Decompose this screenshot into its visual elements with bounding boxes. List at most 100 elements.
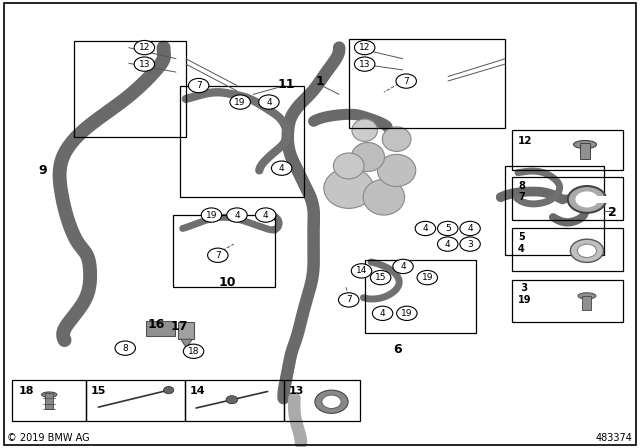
Ellipse shape <box>333 153 364 179</box>
Bar <box>184 380 284 421</box>
Circle shape <box>322 395 341 409</box>
Circle shape <box>230 95 250 109</box>
Circle shape <box>183 344 204 358</box>
Circle shape <box>227 208 247 222</box>
Text: 2: 2 <box>608 207 617 220</box>
Text: 8
7: 8 7 <box>518 181 525 202</box>
Circle shape <box>315 390 348 414</box>
Text: 11: 11 <box>278 78 296 91</box>
Circle shape <box>259 95 279 109</box>
Bar <box>45 393 53 409</box>
Circle shape <box>396 74 417 88</box>
Text: 12: 12 <box>139 43 150 52</box>
Circle shape <box>371 271 391 285</box>
Ellipse shape <box>578 293 596 299</box>
Circle shape <box>134 57 155 71</box>
Text: 18: 18 <box>19 386 34 396</box>
Circle shape <box>568 186 606 213</box>
Circle shape <box>355 40 375 55</box>
Circle shape <box>417 271 438 285</box>
Circle shape <box>577 244 596 258</box>
Ellipse shape <box>42 392 57 397</box>
Text: 4: 4 <box>422 224 428 233</box>
Circle shape <box>397 306 417 320</box>
Text: 3
19: 3 19 <box>518 284 531 305</box>
Circle shape <box>115 341 136 355</box>
Circle shape <box>570 239 604 263</box>
Text: 4: 4 <box>263 211 269 220</box>
Bar <box>592 196 608 203</box>
Text: 17: 17 <box>171 320 188 333</box>
Circle shape <box>355 57 375 71</box>
Text: 14: 14 <box>189 386 205 396</box>
Text: 8: 8 <box>122 344 128 353</box>
Polygon shape <box>180 339 192 348</box>
Bar <box>86 380 184 421</box>
Bar <box>178 322 194 339</box>
Ellipse shape <box>382 127 411 151</box>
Text: 4: 4 <box>467 224 473 233</box>
Bar <box>147 321 175 336</box>
Text: 1: 1 <box>316 74 324 88</box>
Circle shape <box>188 78 209 93</box>
Text: 4: 4 <box>400 262 406 271</box>
Text: 15: 15 <box>375 273 387 282</box>
Text: 7: 7 <box>196 81 202 90</box>
Bar <box>505 166 604 255</box>
Text: 19: 19 <box>234 98 246 107</box>
Circle shape <box>339 293 359 307</box>
Circle shape <box>164 387 173 394</box>
Text: 7: 7 <box>215 251 221 260</box>
Text: 16: 16 <box>147 318 164 331</box>
Text: 7: 7 <box>403 77 409 86</box>
Text: 12: 12 <box>359 43 371 52</box>
Ellipse shape <box>351 142 385 172</box>
Circle shape <box>271 161 292 175</box>
Circle shape <box>438 237 458 251</box>
Bar <box>349 39 505 128</box>
Bar <box>284 380 360 421</box>
Bar <box>580 143 590 159</box>
Text: 4: 4 <box>445 240 451 249</box>
Text: 5
4: 5 4 <box>518 232 525 254</box>
Text: 19: 19 <box>422 273 433 282</box>
Text: 9: 9 <box>38 164 47 177</box>
Circle shape <box>438 221 458 236</box>
Circle shape <box>134 40 155 55</box>
Text: 13: 13 <box>139 60 150 69</box>
Ellipse shape <box>363 179 404 215</box>
Text: 14: 14 <box>356 267 367 276</box>
Circle shape <box>255 208 276 222</box>
Text: 6: 6 <box>394 344 402 357</box>
Circle shape <box>393 259 413 274</box>
Circle shape <box>207 248 228 263</box>
Ellipse shape <box>573 141 596 149</box>
Bar <box>511 228 623 271</box>
Bar <box>365 260 476 333</box>
Ellipse shape <box>324 168 374 208</box>
Circle shape <box>460 221 480 236</box>
Circle shape <box>351 264 372 278</box>
Text: 10: 10 <box>219 276 236 289</box>
Text: 4: 4 <box>279 164 285 172</box>
Text: 18: 18 <box>188 347 199 356</box>
Text: 4: 4 <box>234 211 240 220</box>
Circle shape <box>372 306 393 320</box>
Circle shape <box>460 237 480 251</box>
Ellipse shape <box>378 154 416 186</box>
Bar <box>511 280 623 322</box>
Bar <box>511 177 623 220</box>
Bar <box>582 296 591 310</box>
Text: 13: 13 <box>289 386 304 396</box>
Ellipse shape <box>352 119 378 142</box>
Text: 5: 5 <box>445 224 451 233</box>
Text: 3: 3 <box>467 240 473 249</box>
Circle shape <box>226 396 237 404</box>
Bar <box>179 86 304 197</box>
Text: 19: 19 <box>401 309 413 318</box>
Circle shape <box>575 191 598 207</box>
Text: 12: 12 <box>518 136 532 146</box>
Text: 13: 13 <box>359 60 371 69</box>
Text: 7: 7 <box>346 295 351 305</box>
Text: 4: 4 <box>266 98 272 107</box>
